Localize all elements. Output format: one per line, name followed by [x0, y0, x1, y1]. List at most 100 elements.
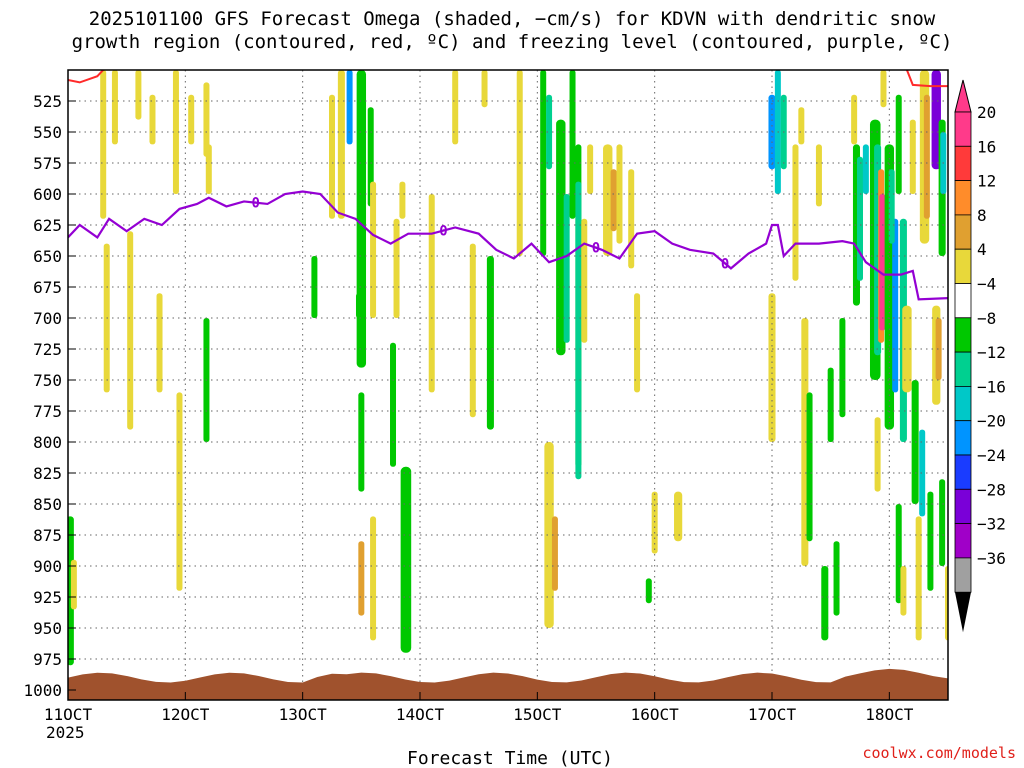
omega-patch — [188, 94, 195, 145]
y-tick-label: 700 — [33, 309, 62, 328]
omega-patch — [358, 541, 365, 616]
omega-patch — [651, 491, 658, 554]
x-tick-label: 16OCT — [631, 705, 680, 724]
omega-patch — [544, 442, 554, 628]
omega-patch — [874, 417, 881, 492]
plot-frame — [67, 69, 949, 701]
omega-patch — [135, 70, 142, 120]
colorbar-legend: 20 16 12 8 4 −4 −8 −12 −16 −20 −24 −28 −32 −36 — [954, 79, 1006, 633]
omega-patch — [546, 94, 553, 170]
colorbar-swatch — [954, 420, 972, 456]
omega-patch — [645, 578, 652, 604]
colorbar-bottom-arrow — [955, 592, 971, 633]
colorbar-label: −28 — [977, 480, 1006, 499]
freezing-level-label: 0 — [721, 256, 729, 272]
omega-patch — [902, 305, 912, 393]
omega-patch — [792, 144, 799, 281]
omega-patch — [428, 194, 435, 393]
y-tick-label: 675 — [33, 278, 62, 297]
omega-patch — [839, 318, 846, 418]
colorbar-swatch — [954, 317, 972, 353]
omega-patch — [469, 243, 476, 418]
omega-patch — [909, 119, 916, 194]
y-tick-label: 600 — [33, 185, 62, 204]
omega-patch — [399, 181, 406, 219]
omega-shading — [68, 70, 948, 666]
terrain-fill — [68, 668, 948, 700]
omega-patch — [569, 70, 576, 219]
colorbar-label: −8 — [977, 309, 996, 328]
omega-patch — [337, 70, 345, 219]
colorbar-swatch — [954, 283, 972, 319]
colorbar-label: 16 — [977, 137, 996, 156]
omega-patch — [390, 342, 397, 467]
omega-patch — [400, 466, 412, 653]
colorbar-label: −20 — [977, 412, 1006, 431]
omega-patch — [895, 94, 902, 194]
colorbar-label: −16 — [977, 377, 1006, 396]
y-axis-ticks: 525 550 575 600 625 650 675 700 725 750 775 800 825 8… — [23, 92, 76, 700]
colorbar-label: 4 — [977, 240, 987, 259]
colorbar-swatch — [954, 557, 972, 593]
colorbar-label: 8 — [977, 206, 987, 225]
colorbar-label: −4 — [977, 275, 996, 294]
title-line-1: 2025101100 GFS Forecast Omega (shaded, −… — [88, 8, 936, 30]
colorbar-swatch — [954, 145, 972, 182]
dgz-contour-line — [68, 70, 104, 84]
omega-patch — [367, 107, 374, 207]
x-tick-label: 11OCT — [44, 705, 93, 724]
colorbar-swatch — [954, 214, 972, 250]
credit-link[interactable]: coolwx.com/models — [862, 744, 1016, 762]
colorbar-swatch — [954, 180, 972, 216]
surface-terrain — [68, 668, 948, 700]
omega-patch — [205, 144, 212, 194]
y-tick-label: 1000 — [23, 681, 62, 700]
colorbar-label: −36 — [977, 549, 1006, 568]
omega-patch — [915, 516, 922, 641]
x-tick-label: 12OCT — [161, 705, 210, 724]
omega-patch — [927, 491, 934, 591]
x-axis-ticks: 11OCT 12OCT 13OCT 14OCT 15OCT 16OCT 17OCT 18OCT — [44, 692, 914, 724]
x-axis-year: 2025 — [46, 723, 85, 742]
x-tick-label: 17OCT — [748, 705, 797, 724]
freezing-level-label: 0 — [252, 196, 260, 212]
colorbar-label: −32 — [977, 515, 1006, 534]
freezing-level-label: 0 — [592, 241, 600, 257]
contour-lines: 0 0 0 0 — [68, 70, 948, 301]
y-tick-label: 825 — [33, 464, 62, 483]
omega-patch — [857, 156, 863, 281]
omega-patch — [452, 70, 459, 145]
y-tick-label: 900 — [33, 557, 62, 576]
omega-patch — [203, 82, 210, 157]
colorbar-label: 20 — [977, 103, 996, 122]
omega-patch — [833, 541, 840, 616]
title-line-2: growth region (contoured, red, ºC) and f… — [71, 31, 953, 53]
omega-patch — [815, 144, 822, 207]
omega-patch — [70, 559, 77, 610]
x-tick-label: 18OCT — [865, 705, 914, 724]
omega-patch — [851, 94, 858, 145]
dgz-contour-line — [906, 70, 948, 88]
omega-patch — [370, 516, 377, 641]
omega-patch — [892, 218, 899, 393]
omega-patch — [798, 107, 805, 145]
freezing-level-label: 0 — [439, 224, 447, 240]
colorbar-swatch — [954, 248, 972, 284]
omega-patch — [356, 70, 367, 368]
y-tick-label: 850 — [33, 495, 62, 514]
omega-patch — [939, 479, 946, 566]
chart-title: 2025101100 GFS Forecast Omega (shaded, −… — [0, 8, 1024, 54]
omega-patch — [581, 218, 588, 343]
omega-patch — [172, 70, 179, 194]
omega-patch — [935, 318, 942, 380]
omega-patch — [563, 194, 570, 343]
omega-patch — [176, 392, 183, 591]
omega-patch — [346, 70, 353, 145]
omega-patch — [879, 194, 886, 331]
omega-patch — [311, 256, 318, 318]
x-tick-label: 15OCT — [513, 705, 562, 724]
y-tick-label: 625 — [33, 216, 62, 235]
x-tick-label: 13OCT — [279, 705, 328, 724]
y-tick-label: 750 — [33, 371, 62, 390]
